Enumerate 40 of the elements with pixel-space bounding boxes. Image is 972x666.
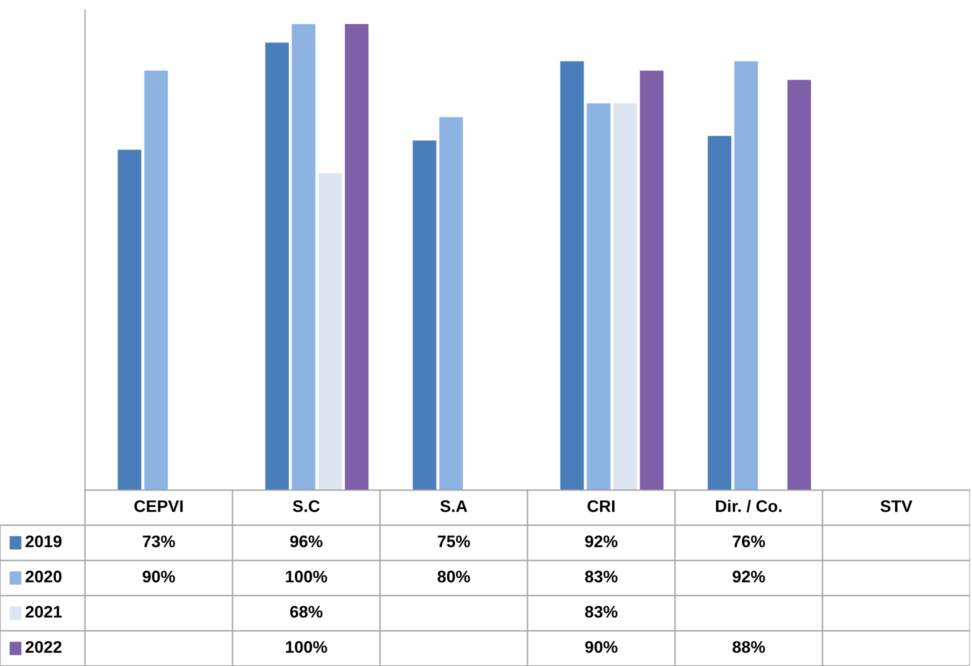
bar (734, 61, 758, 490)
data-label: 92% (732, 570, 765, 582)
bar (318, 173, 342, 490)
x-tick-label: Dir. / Co. (716, 500, 782, 512)
data-label: 68% (290, 606, 322, 618)
data-label: 75% (438, 536, 470, 548)
x-tick-label: S.A (440, 500, 468, 512)
bar (708, 136, 732, 490)
x-tick-label: STV (880, 500, 912, 512)
data-label: 73% (142, 535, 175, 548)
bar (265, 42, 289, 490)
data-label: 92% (585, 535, 618, 548)
data-label: 76% (732, 535, 765, 548)
x-tick-label: S.C (292, 500, 320, 512)
bar (292, 24, 316, 490)
data-label: 80% (438, 570, 470, 582)
data-label: 83% (585, 606, 618, 618)
data-label: 83% (585, 570, 618, 582)
legend-label: 2021 (26, 606, 62, 618)
data-label: 100% (286, 641, 328, 653)
bar (613, 103, 637, 490)
bar (640, 70, 664, 490)
bar (439, 117, 463, 490)
x-tick-label: CEPVI (134, 500, 183, 512)
bar (118, 150, 142, 490)
data-label: 96% (290, 535, 322, 548)
bar (586, 103, 610, 490)
x-tick-label: CRI (588, 500, 614, 512)
bar (787, 80, 811, 490)
legend-label: 2022 (26, 641, 62, 653)
data-label: 90% (585, 641, 618, 653)
bar (344, 24, 368, 490)
legend-label: 2019 (26, 535, 62, 548)
data-label: 100% (286, 570, 328, 582)
data-label: 88% (732, 641, 765, 653)
bar (412, 140, 436, 490)
bar (144, 70, 168, 490)
legend-label: 2020 (26, 570, 62, 582)
bar (560, 61, 584, 490)
data-label: 90% (142, 570, 175, 582)
